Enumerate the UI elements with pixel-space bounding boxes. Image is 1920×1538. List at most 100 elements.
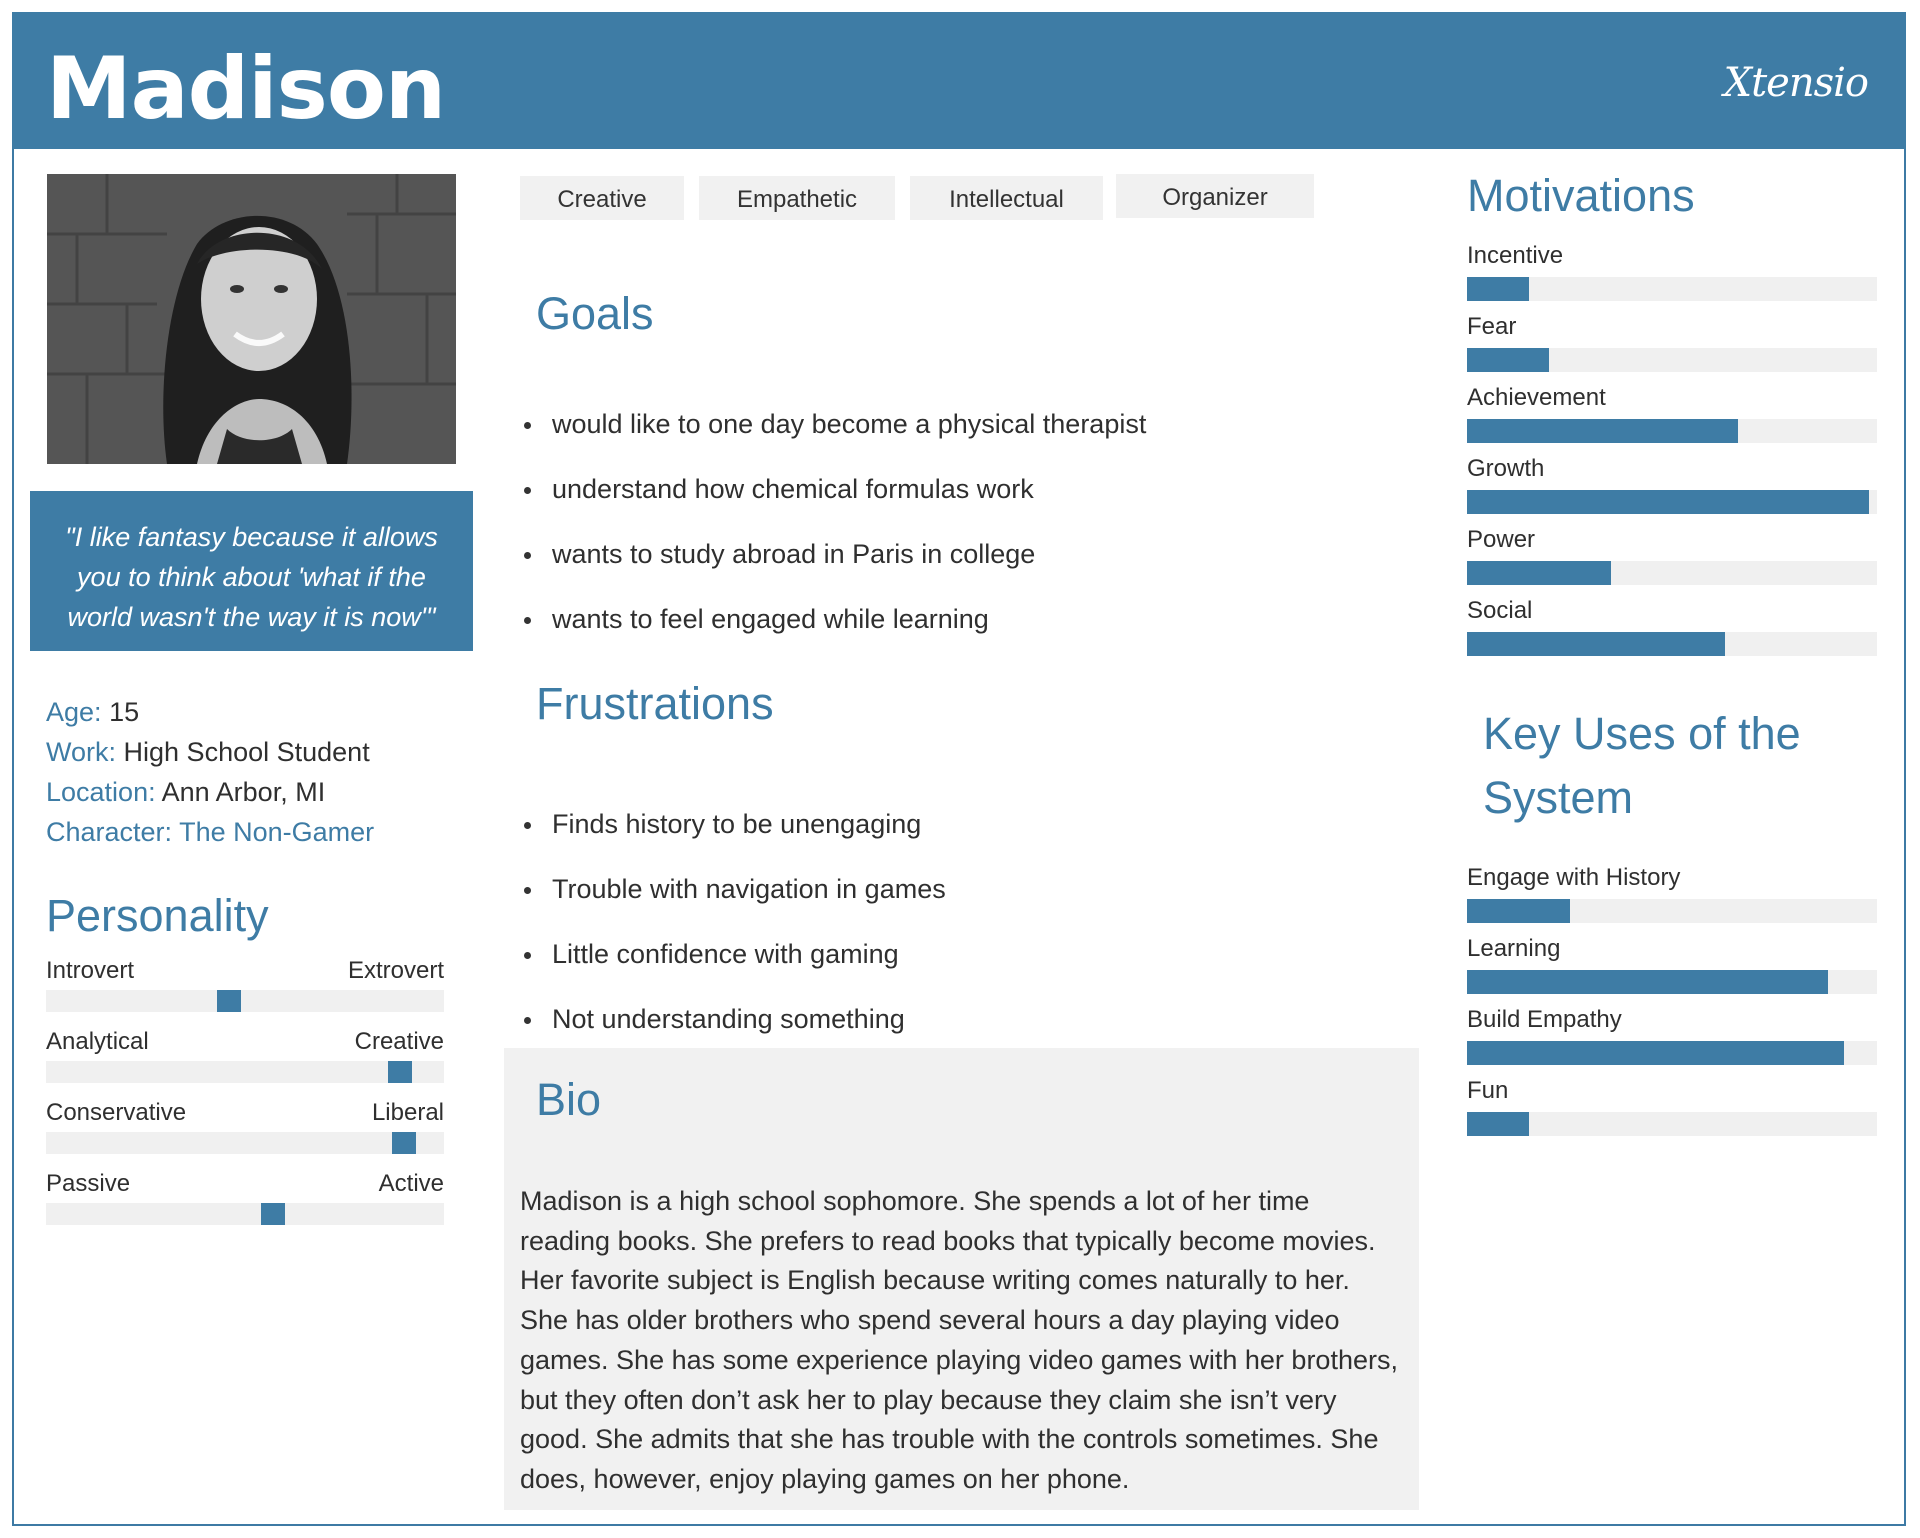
- list-item: wants to study abroad in Paris in colleg…: [524, 522, 1416, 587]
- bar-track: [1467, 1041, 1877, 1065]
- bar-track: [1467, 419, 1877, 443]
- bar-track: [1467, 490, 1877, 514]
- fact-location: Location: Ann Arbor, MI: [46, 772, 466, 812]
- trait-marker: [260, 1203, 285, 1225]
- trait-left-label: Analytical: [46, 1028, 149, 1055]
- motivation-bar: Power: [1467, 525, 1877, 596]
- trait-right-label: Active: [378, 1170, 444, 1197]
- trait-left-label: Conservative: [46, 1099, 187, 1126]
- bar-track: [1467, 277, 1877, 301]
- trait-slider: Conservative Liberal: [46, 1090, 444, 1161]
- trait-marker: [392, 1132, 417, 1154]
- header-bar: Madison Xtensio: [12, 12, 1906, 149]
- tag: Organizer: [1116, 174, 1314, 218]
- fact-label: Location:: [46, 777, 156, 807]
- trait-marker: [217, 990, 242, 1012]
- persona-quote: "I like fantasy because it allows you to…: [30, 491, 473, 651]
- brand-logo: Xtensio: [1723, 60, 1869, 106]
- tag: Empathetic: [699, 176, 895, 220]
- key-use-bars: Engage with History Learning Build Empat…: [1467, 863, 1877, 1147]
- bar-label: Achievement: [1467, 384, 1606, 411]
- persona-facts: Age: 15 Work: High School Student Locati…: [46, 692, 466, 852]
- bio-text: Madison is a high school sophomore. She …: [520, 1186, 1398, 1494]
- bar-track: [1467, 561, 1877, 585]
- bar-label: Engage with History: [1467, 864, 1681, 891]
- fact-label: Character:: [46, 817, 173, 847]
- bar-track: [1467, 632, 1877, 656]
- fact-value: The Non-Gamer: [179, 817, 375, 847]
- goals-title: Goals: [536, 288, 654, 339]
- motivation-bar: Social: [1467, 596, 1877, 667]
- trait-right-label: Liberal: [371, 1099, 444, 1126]
- key-uses-title: Key Uses of the System: [1483, 708, 1801, 823]
- list-item: Little confidence with gaming: [524, 922, 1416, 987]
- bar-label: Fear: [1467, 313, 1517, 340]
- list-item: understand how chemical formulas work: [524, 457, 1416, 522]
- list-item: Finds history to be unengaging: [524, 792, 1416, 857]
- fact-value: Ann Arbor, MI: [161, 777, 326, 807]
- bar-label: Learning: [1467, 935, 1561, 962]
- trait-right-label: Creative: [354, 1028, 444, 1055]
- key-uses-section: Key Uses of the System Engage with Histo…: [1467, 702, 1877, 1147]
- bar-label: Social: [1467, 597, 1533, 624]
- list-item: Trouble with navigation in games: [524, 857, 1416, 922]
- bar-fill: [1467, 899, 1570, 923]
- bar-fill: [1467, 1041, 1845, 1065]
- bar-label: Power: [1467, 526, 1536, 553]
- personality-section: Personality Introvert Extrovert Analytica…: [46, 884, 444, 1232]
- bar-label: Build Empathy: [1467, 1006, 1622, 1033]
- bar-track: [1467, 1112, 1877, 1136]
- fact-age: Age: 15: [46, 692, 466, 732]
- bio-title: Bio: [536, 1074, 602, 1125]
- frustrations-list: Finds history to be unengaging Trouble w…: [524, 792, 1416, 1052]
- list-item: would like to one day become a physical …: [524, 392, 1416, 457]
- bar-fill: [1467, 490, 1869, 514]
- bar-fill: [1467, 1112, 1529, 1136]
- bar-fill: [1467, 348, 1549, 372]
- persona-name: Madison: [46, 39, 446, 139]
- fact-work: Work: High School Student: [46, 732, 466, 772]
- bar-fill: [1467, 970, 1828, 994]
- frustrations-section: Frustrations Finds history to be unengag…: [524, 672, 1416, 1052]
- bar-label: Growth: [1467, 455, 1545, 482]
- trait-right-label: Extrovert: [347, 957, 444, 984]
- trait-track: [46, 1061, 444, 1083]
- fact-label: Work:: [46, 737, 117, 767]
- key-use-bar: Learning: [1467, 934, 1877, 1005]
- motivation-bar: Fear: [1467, 312, 1877, 383]
- fact-value: 15: [109, 697, 140, 727]
- bar-track: [1467, 899, 1877, 923]
- trait-slider: Analytical Creative: [46, 1019, 444, 1090]
- tag: Intellectual: [910, 176, 1103, 220]
- bar-fill: [1467, 419, 1738, 443]
- fact-character: Character: The Non-Gamer: [46, 812, 466, 852]
- trait-track: [46, 1203, 444, 1225]
- goals-section: Goals would like to one day become a phy…: [524, 282, 1416, 652]
- bio-section: Bio Madison is a high school sophomore. …: [504, 1048, 1419, 1510]
- trait-left-label: Passive: [46, 1170, 131, 1197]
- personality-title: Personality: [46, 890, 269, 941]
- bar-fill: [1467, 277, 1529, 301]
- list-item: Not understanding something: [524, 987, 1416, 1052]
- motivation-bars: Incentive Fear Achievement Growth Power …: [1467, 241, 1877, 667]
- bar-label: Fun: [1467, 1077, 1509, 1104]
- bar-label: Incentive: [1467, 242, 1564, 269]
- fact-value: High School Student: [123, 737, 370, 767]
- trait-track: [46, 1132, 444, 1154]
- frustrations-title: Frustrations: [536, 678, 774, 729]
- bar-track: [1467, 970, 1877, 994]
- personality-traits: Introvert Extrovert Analytical Creative Co…: [46, 948, 444, 1232]
- fact-label: Age:: [46, 697, 102, 727]
- bar-track: [1467, 348, 1877, 372]
- motivation-bar: Achievement: [1467, 383, 1877, 454]
- key-use-bar: Engage with History: [1467, 863, 1877, 934]
- bar-fill: [1467, 632, 1726, 656]
- tag: Creative: [520, 176, 684, 220]
- motivation-bar: Incentive: [1467, 241, 1877, 312]
- trait-slider: Passive Active: [46, 1161, 444, 1232]
- trait-track: [46, 990, 444, 1012]
- trait-left-label: Introvert: [46, 957, 135, 984]
- motivations-title: Motivations: [1467, 170, 1695, 221]
- trait-marker: [388, 1061, 413, 1083]
- motivation-bar: Growth: [1467, 454, 1877, 525]
